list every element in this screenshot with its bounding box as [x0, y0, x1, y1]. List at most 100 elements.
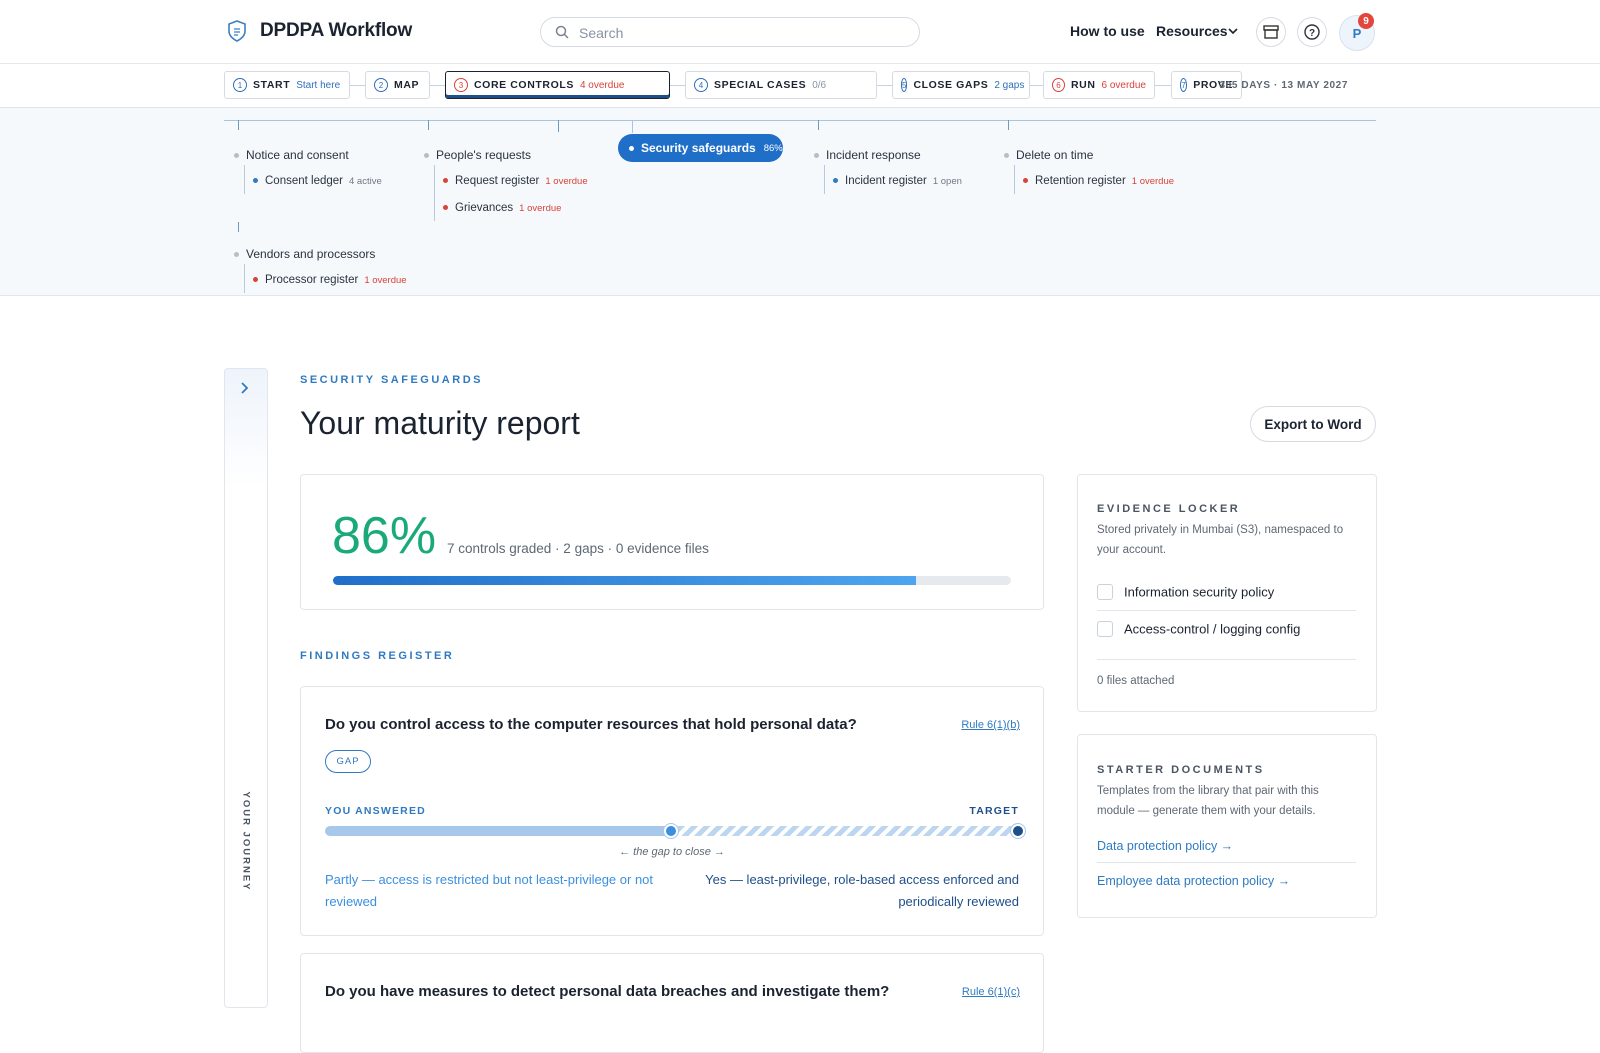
target-text: Yes — least-privilege, role-based access… [705, 872, 1019, 909]
step-label: MAP [394, 79, 420, 91]
module[interactable]: Delete on time [1004, 148, 1093, 162]
dot [443, 205, 448, 211]
search-icon [555, 25, 569, 39]
step-number: 7 [1180, 78, 1188, 92]
dot [234, 252, 239, 258]
evidence-item[interactable]: Information security policy [1097, 583, 1356, 611]
register-name: Request register [455, 175, 540, 187]
score-summary: 7 controls graded · 2 gaps · 0 evidence … [447, 541, 709, 556]
step-connector [1030, 85, 1043, 86]
nav-link[interactable]: How to use [1070, 23, 1145, 39]
header [0, 0, 1600, 64]
step-number: 6 [1052, 78, 1065, 92]
rule-link[interactable]: Rule 6(1)(c) [961, 986, 1020, 998]
step[interactable]: 7 PROVE [1171, 71, 1242, 99]
finding-card [300, 686, 1044, 936]
module-map [0, 108, 1600, 296]
step-label: RUN [1070, 79, 1096, 91]
dot [443, 178, 448, 184]
module-branch [434, 165, 435, 221]
module-status: 86% [763, 142, 783, 154]
document-link[interactable]: Data protection policy → [1097, 839, 1356, 863]
register-status: 1 overdue [545, 176, 588, 187]
rail-tick [1008, 120, 1009, 130]
brand[interactable]: DPDPA Workflow [260, 20, 413, 41]
step-status: 6 overdue [1101, 79, 1146, 91]
score-card [300, 474, 1044, 610]
module[interactable]: People's requests [424, 148, 531, 162]
rail-tick [238, 120, 239, 130]
step[interactable]: 3 CORE CONTROLS 4 overdue [445, 71, 670, 99]
step-label: CORE CONTROLS [474, 79, 574, 91]
item-label: Information security policy [1124, 584, 1275, 600]
module-name: Vendors and processors [246, 247, 376, 261]
archive-button[interactable] [1256, 17, 1286, 47]
step[interactable]: 4 SPECIAL CASES 0/6 [685, 71, 877, 99]
register[interactable]: Request register 1 overdue [443, 175, 588, 187]
active-module[interactable]: Security safeguards 86% [618, 134, 783, 162]
dot [629, 145, 634, 151]
gap-track [671, 826, 1019, 836]
expand-chevron[interactable] [239, 381, 251, 395]
gap-tag: GAP [325, 750, 371, 773]
answer-text: Partly — access is restricted but not le… [325, 872, 654, 909]
rule-link[interactable]: Rule 6(1)(b) [961, 719, 1020, 731]
step-connector [350, 85, 365, 86]
help-button[interactable]: ? [1297, 17, 1327, 47]
register-name: Retention register [1035, 175, 1126, 187]
finding-question: Do you have measures to detect personal … [325, 983, 890, 1000]
dot [253, 277, 258, 283]
step[interactable]: 2 MAP [365, 71, 430, 99]
register[interactable]: Processor register 1 overdue [253, 274, 407, 286]
page-title: Your maturity report [300, 405, 580, 441]
register-status: 1 open [932, 176, 962, 187]
step[interactable]: 6 RUN 6 overdue [1043, 71, 1155, 99]
step-connector [670, 85, 685, 86]
starter-description: Templates from the library that pair wit… [1097, 785, 1319, 817]
register-status: 4 active [349, 176, 382, 187]
export-button[interactable]: Export to Word [1250, 406, 1376, 442]
starter-card [1077, 734, 1377, 918]
module-name: Security safeguards [641, 141, 756, 155]
document-link[interactable]: Employee data protection policy → [1097, 874, 1291, 888]
module-name: People's requests [436, 148, 532, 162]
eyebrow: SECURITY SAFEGUARDS [300, 374, 483, 386]
module-name: Delete on time [1016, 148, 1094, 162]
step-number: 2 [374, 78, 388, 92]
register-name: Incident register [845, 175, 927, 187]
journey-label: YOUR JOURNEY [240, 791, 252, 892]
module[interactable]: Vendors and processors [234, 247, 375, 261]
step-status: 4 overdue [579, 79, 625, 91]
step[interactable]: 1 START Start here [224, 71, 350, 99]
register[interactable]: Retention register 1 overdue [1023, 175, 1174, 187]
module-name: Notice and consent [246, 148, 349, 162]
dot [424, 153, 429, 159]
module-name: Incident response [826, 148, 921, 162]
file-count: 0 files attached [1097, 675, 1175, 687]
module[interactable]: Notice and consent [234, 148, 349, 162]
finding-card [300, 953, 1044, 1053]
register[interactable]: Consent ledger 4 active [253, 175, 382, 187]
register[interactable]: Incident register 1 open [833, 175, 962, 187]
step-number: 3 [454, 78, 468, 92]
evidence-item[interactable]: Access-control / logging config [1097, 620, 1356, 660]
register-status: 1 overdue [519, 203, 562, 214]
rail-tick [632, 120, 633, 133]
register-name: Grievances [455, 202, 514, 214]
register-status: 1 overdue [1131, 176, 1175, 187]
step-label: CLOSE GAPS [913, 79, 989, 91]
module[interactable]: Incident response [814, 148, 921, 162]
step-connector [430, 85, 445, 86]
score-bar [333, 576, 917, 585]
nav-link[interactable]: Resources [1156, 23, 1228, 39]
step[interactable]: 5 CLOSE GAPS 2 gaps [892, 71, 1030, 99]
search[interactable]: Search [540, 17, 920, 47]
register-name: Consent ledger [265, 175, 343, 187]
register[interactable]: Grievances 1 overdue [443, 202, 561, 214]
register-name: Processor register [265, 274, 359, 286]
map-rail [224, 120, 1376, 121]
answered-label: YOU ANSWERED [325, 805, 426, 817]
chevron [1228, 28, 1238, 35]
journey-sidebar[interactable] [224, 368, 268, 1008]
deadline: 305 DAYS · 13 MAY 2027 [1219, 80, 1348, 91]
